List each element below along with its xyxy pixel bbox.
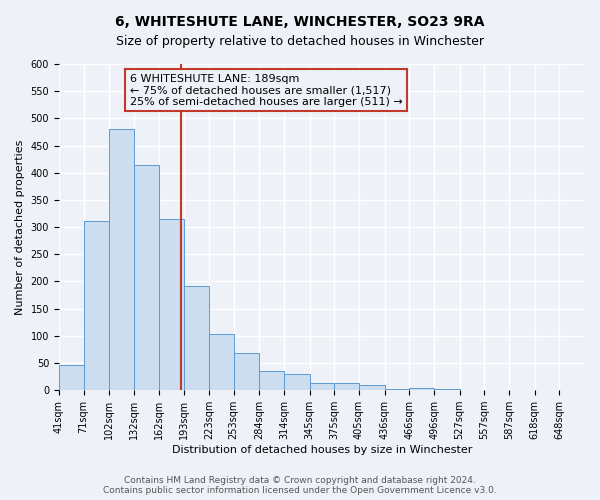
Bar	[234, 352, 259, 390]
Bar	[385, 389, 409, 390]
Bar	[134, 165, 158, 390]
Bar	[409, 388, 434, 390]
Bar	[209, 334, 234, 390]
Bar	[184, 286, 209, 390]
Bar	[158, 219, 184, 390]
Text: Size of property relative to detached houses in Winchester: Size of property relative to detached ho…	[116, 35, 484, 48]
Text: 6, WHITESHUTE LANE, WINCHESTER, SO23 9RA: 6, WHITESHUTE LANE, WINCHESTER, SO23 9RA	[115, 15, 485, 29]
Y-axis label: Number of detached properties: Number of detached properties	[15, 140, 25, 315]
Text: Contains HM Land Registry data © Crown copyright and database right 2024.
Contai: Contains HM Land Registry data © Crown c…	[103, 476, 497, 495]
Bar	[334, 382, 359, 390]
Bar	[259, 371, 284, 390]
Bar	[284, 374, 310, 390]
X-axis label: Distribution of detached houses by size in Winchester: Distribution of detached houses by size …	[172, 445, 472, 455]
Bar	[434, 389, 460, 390]
Bar	[359, 386, 385, 390]
Bar	[83, 221, 109, 390]
Bar	[310, 382, 334, 390]
Bar	[59, 365, 83, 390]
Text: 6 WHITESHUTE LANE: 189sqm
← 75% of detached houses are smaller (1,517)
25% of se: 6 WHITESHUTE LANE: 189sqm ← 75% of detac…	[130, 74, 403, 107]
Bar	[109, 129, 134, 390]
